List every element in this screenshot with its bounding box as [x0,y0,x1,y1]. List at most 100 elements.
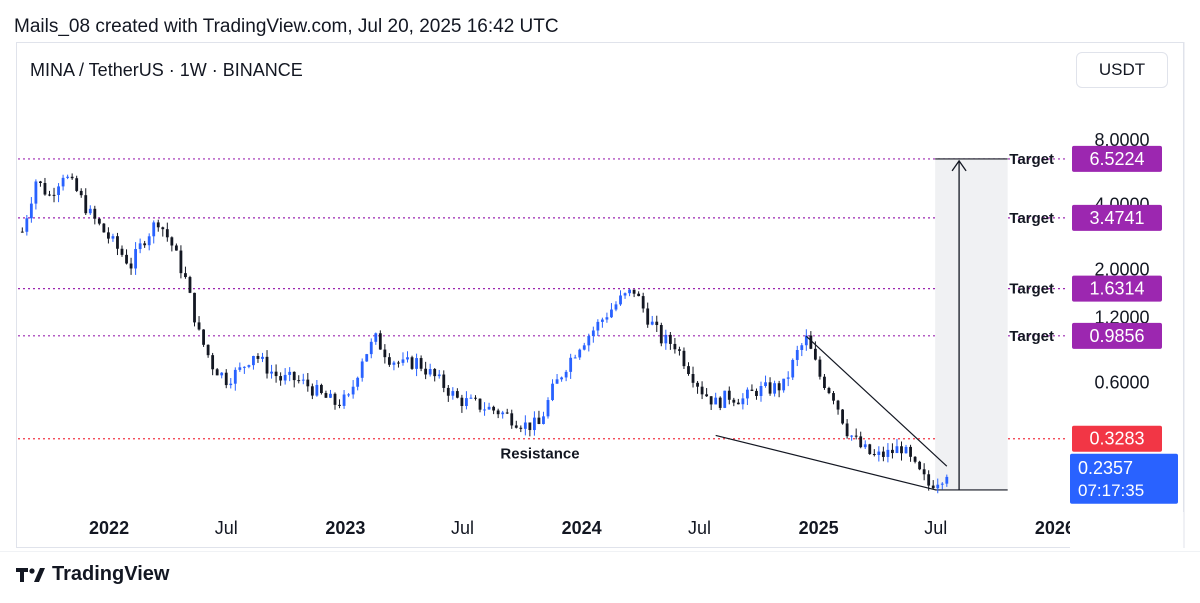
candle [759,381,763,402]
candle [301,373,305,385]
wedge-lower-line [715,434,936,491]
currency-button[interactable]: USDT [1076,52,1168,88]
candle [310,383,314,400]
annotation-resistance-4: Resistance [500,446,579,463]
candle [682,347,686,369]
candle [886,443,890,463]
candle [569,353,573,379]
candle [446,385,450,402]
candle [202,329,205,347]
candle [655,315,659,332]
candle [428,363,432,377]
candle [265,350,269,379]
candle [288,367,292,382]
candle [170,236,174,252]
candle [43,177,47,196]
candle [854,428,858,440]
target-projection [935,158,1008,491]
candle [292,371,296,388]
candle [872,449,876,457]
candle [709,396,713,411]
candle [551,379,554,402]
time-axis[interactable]: 2022 Jul 2023 Jul 2024 Jul 2025 Jul 2026 [89,42,1200,548]
price-labels: 6.5224 3.4741 1.6314 0.9856 0.3283 0.2357 07:1… [1070,145,1178,504]
tradingview-logo[interactable]: TradingView [16,563,169,586]
candle [614,301,618,312]
projection-box [935,158,1008,490]
candle [102,222,106,233]
y-tick-label: 0.6000 [1094,372,1149,392]
candle [242,366,246,374]
candle [918,460,922,471]
x-axis-mask [1070,512,1200,548]
candle [560,376,564,382]
candle [410,355,414,370]
candle [582,342,586,351]
price-label-4: 0.3283 [1072,425,1162,452]
candle [324,390,328,398]
candle [97,217,101,226]
candle [48,190,51,197]
candle [841,409,844,425]
candle [174,243,178,251]
symbol-title: MINA / TetherUS · 1W · BINANCE [30,60,303,80]
candle [795,345,799,367]
candle [188,275,192,294]
candle [193,292,196,327]
annotation-target-3: Target [1009,328,1054,345]
candle [877,446,881,462]
candle [501,410,505,419]
candle [668,332,672,350]
candle [61,174,65,191]
candle [705,388,709,397]
tradingview-logo-text: TradingView [52,563,170,585]
candle [619,290,622,306]
annotation-target-0: Target [1009,151,1054,168]
candle [687,362,690,376]
candle [850,435,854,441]
price-label-1: 3.4741 [1072,204,1162,231]
candle [93,205,97,225]
candle [628,289,631,297]
candle [356,376,360,391]
y-tick-label: 2.0000 [1094,260,1149,280]
candle [678,346,681,356]
x-tick-label: 2023 [325,518,365,538]
candle [111,233,115,242]
chart-caption: Mails_08 created with TradingView.com, J… [14,16,559,37]
candle [696,381,699,394]
candle [347,393,351,398]
candle [859,431,863,449]
candle [25,214,29,236]
candle [764,375,767,388]
candle [233,367,237,391]
candle [424,361,428,380]
candle [487,402,491,410]
candle [270,364,273,379]
candle [387,353,391,367]
candle [52,187,56,203]
candle [220,372,224,379]
candle [465,391,468,410]
svg-text:0.3283: 0.3283 [1089,429,1144,449]
candle [641,292,645,313]
x-tick-label: Jul [215,518,238,538]
candle [791,358,795,381]
candle [591,326,595,343]
x-tick-label: Jul [688,518,711,538]
candle [818,356,822,380]
candle [419,355,423,372]
candle [161,226,165,237]
x-tick-label: 2024 [562,518,602,538]
candle [20,227,24,233]
candle [564,369,568,382]
candle [723,390,727,409]
svg-text:1.6314: 1.6314 [1089,279,1144,299]
x-tick-label: 2026 [1035,518,1075,538]
candle [378,330,382,350]
candle [70,173,74,180]
candle [107,227,110,244]
candle [215,368,219,376]
candle [84,188,88,215]
